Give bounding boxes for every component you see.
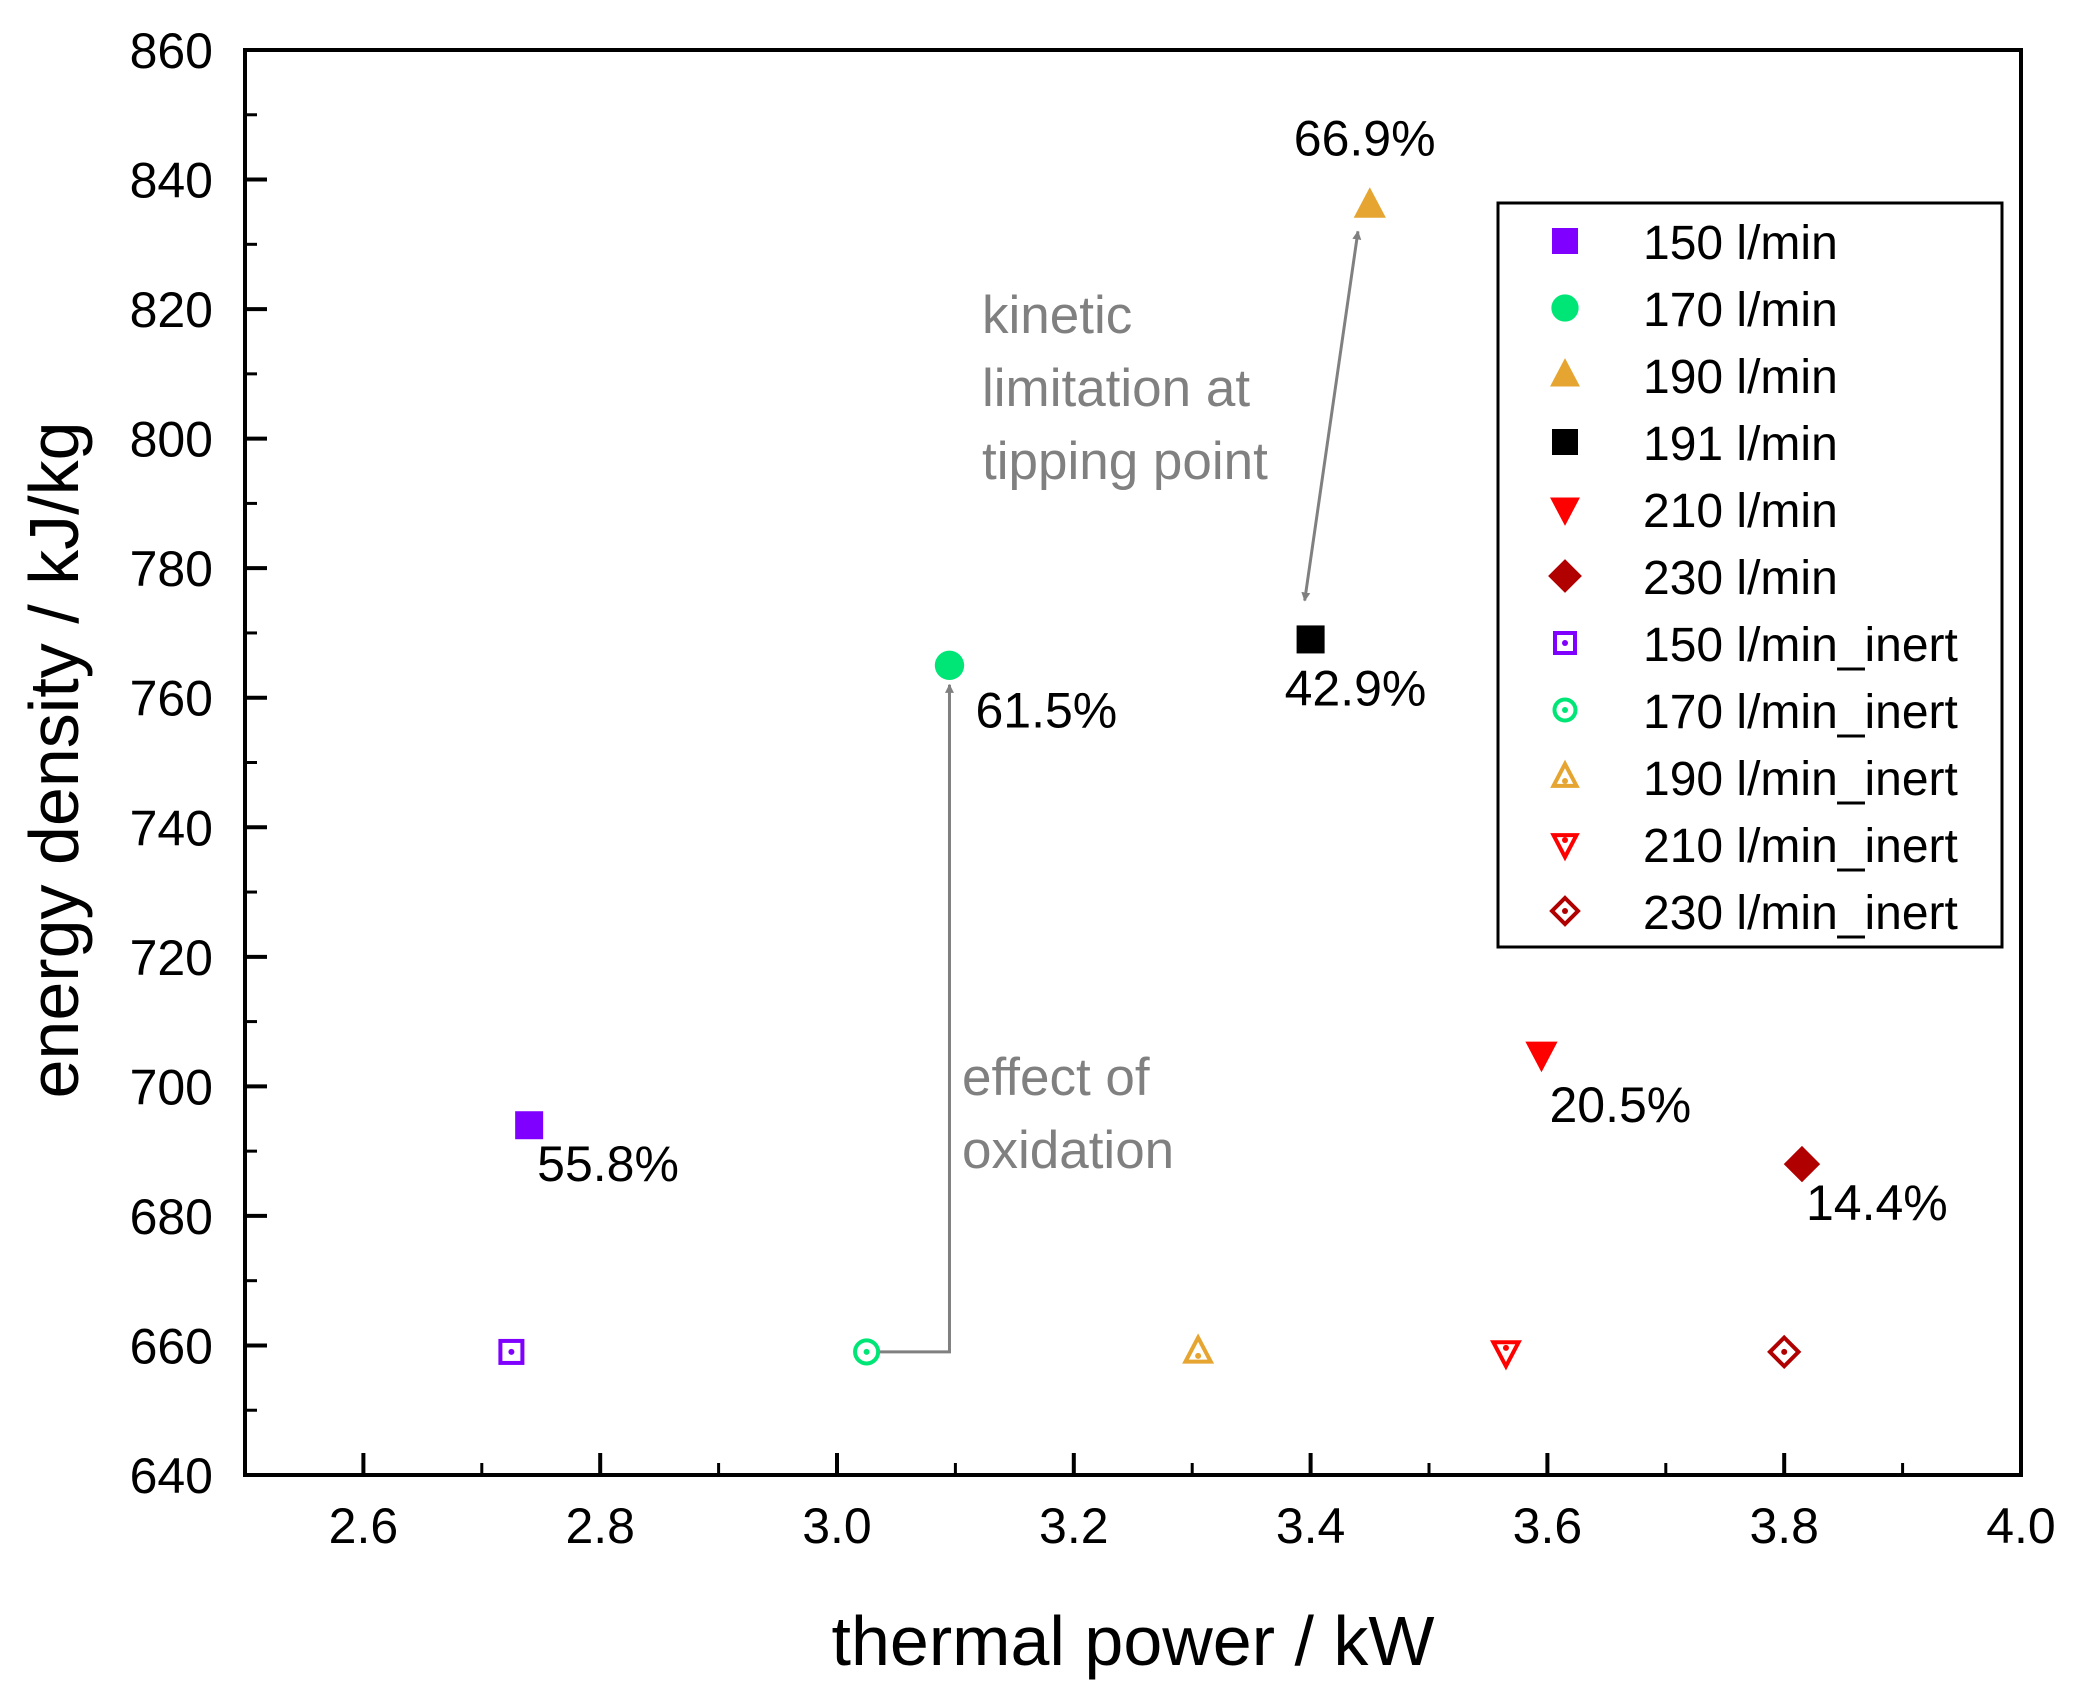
legend-marker-230-l-min-inert [1549, 895, 1581, 927]
legend-label-191-l-min: 191 l/min [1643, 418, 1838, 471]
data-point-190-l-min [1353, 187, 1386, 218]
x-tick-label: 4.0 [1986, 1498, 2056, 1554]
data-point-210-l-min [1525, 1041, 1558, 1073]
legend-box [1496, 201, 2004, 949]
legend-marker-190-l-min-inert-center-dot [1562, 778, 1568, 784]
x-axis-ticks: 2.6 2.8 3.0 3.2 3.4 3.6 3.8 4.0 [329, 1453, 2056, 1554]
y-tick-label: 860 [130, 23, 213, 79]
y-tick-label: 660 [130, 1318, 213, 1374]
data-points-layer [498, 187, 1821, 1371]
data-point-210-l-min-inert-center-dot [1502, 1344, 1509, 1351]
point-label-190-l-min: 66.9% [1294, 110, 1436, 166]
legend-label-150-l-min: 150 l/min [1643, 217, 1838, 270]
y-tick-label: 720 [130, 930, 213, 986]
x-tick-label: 3.6 [1513, 1498, 1583, 1554]
y-axis-label: energy density / kJ/kg [15, 422, 93, 1099]
point-label-170-l-min: 61.5% [975, 682, 1117, 738]
point-label-230-l-min: 14.4% [1806, 1175, 1948, 1231]
y-tick-label: 760 [130, 671, 213, 727]
data-point-230-l-min-inert-center-dot [1781, 1348, 1788, 1355]
point-labels-layer: 55.8% 61.5% 66.9% 42.9% 20.5% 14.4% [537, 110, 1948, 1231]
legend-marker-210-l-min-inert [1550, 833, 1580, 862]
legend-label-210-l-min-inert: 210 l/min_inert [1643, 820, 1958, 873]
legend-label-150-l-min-inert: 150 l/min_inert [1643, 619, 1958, 672]
kinetic-limitation-annotation: kinetic limitation at tipping point [982, 286, 1268, 491]
oxidation-arrow [878, 683, 954, 1354]
legend-marker-190-l-min [1550, 358, 1580, 387]
data-point-170-l-min-inert [853, 1338, 881, 1366]
data-point-190-l-min-inert [1182, 1333, 1215, 1364]
legend-label-230-l-min-inert: 230 l/min_inert [1643, 887, 1958, 940]
data-point-230-l-min [1783, 1145, 1821, 1183]
kinetic-annotation-line-1: kinetic [982, 286, 1132, 345]
data-point-150-l-min-inert [498, 1338, 525, 1365]
legend-label-170-l-min-inert: 170 l/min_inert [1643, 686, 1958, 739]
data-point-191-l-min [1296, 625, 1325, 654]
legend-label-210-l-min: 210 l/min [1643, 485, 1838, 538]
legend: 150 l/min 170 l/min 190 l/min 191 l/min 210 … [1496, 201, 2004, 949]
y-tick-label: 700 [130, 1059, 213, 1115]
legend-marker-230-l-min [1548, 559, 1582, 593]
data-point-170-l-min-inert-center-dot [863, 1348, 870, 1355]
y-tick-label: 640 [130, 1448, 213, 1504]
y-tick-label: 820 [130, 282, 213, 338]
x-tick-label: 2.8 [565, 1498, 635, 1554]
legend-marker-170-l-min-inert [1552, 697, 1578, 723]
x-tick-label: 3.8 [1749, 1498, 1819, 1554]
legend-marker-191-l-min [1552, 429, 1578, 455]
kinetic-annotation-line-3: tipping point [982, 432, 1268, 491]
data-point-190-l-min-inert-center-dot [1195, 1352, 1202, 1359]
x-tick-label: 3.0 [802, 1498, 872, 1554]
x-tick-label: 3.2 [1039, 1498, 1109, 1554]
point-label-150-l-min: 55.8% [537, 1136, 679, 1192]
legend-marker-230-l-min-inert-center-dot [1562, 908, 1568, 914]
x-tick-label: 2.6 [329, 1498, 399, 1554]
point-label-191-l-min: 42.9% [1285, 660, 1427, 716]
legend-marker-190-l-min-inert [1550, 759, 1580, 788]
legend-marker-150-l-min-inert-center-dot [1562, 640, 1568, 646]
legend-marker-170-l-min [1551, 294, 1579, 322]
oxidation-annotation-line-1: effect of [962, 1048, 1150, 1107]
kinetic-annotation-line-2: limitation at [982, 359, 1250, 418]
legend-label-230-l-min: 230 l/min [1643, 552, 1838, 605]
data-point-150-l-min-inert-center-dot [508, 1348, 515, 1355]
y-tick-label: 800 [130, 412, 213, 468]
y-tick-label: 680 [130, 1189, 213, 1245]
arrows-layer [878, 230, 1362, 1354]
x-tick-label: 3.4 [1276, 1498, 1346, 1554]
legend-label-190-l-min-inert: 190 l/min_inert [1643, 753, 1958, 806]
legend-label-190-l-min: 190 l/min [1643, 351, 1838, 404]
y-tick-label: 740 [130, 800, 213, 856]
legend-marker-170-l-min-inert-center-dot [1562, 707, 1568, 713]
data-point-150-l-min [515, 1111, 544, 1140]
legend-marker-150-l-min [1552, 228, 1578, 254]
legend-marker-210-l-min-inert-center-dot [1562, 837, 1568, 843]
data-point-170-l-min [934, 650, 965, 681]
legend-marker-150-l-min-inert [1553, 631, 1577, 655]
y-axis-ticks: 640 660 680 700 720 740 760 780 800 820 840 860 [130, 23, 267, 1504]
y-tick-label: 780 [130, 541, 213, 597]
oxidation-annotation: effect of oxidation [962, 1048, 1174, 1180]
data-point-210-l-min-inert [1489, 1340, 1522, 1371]
y-tick-label: 840 [130, 153, 213, 209]
legend-marker-210-l-min [1550, 497, 1580, 526]
kinetic-arrow [1301, 230, 1362, 602]
oxidation-annotation-line-2: oxidation [962, 1121, 1174, 1180]
point-label-210-l-min: 20.5% [1549, 1077, 1691, 1133]
x-axis-label: thermal power / kW [832, 1602, 1435, 1680]
legend-label-170-l-min: 170 l/min [1643, 284, 1838, 337]
data-point-230-l-min-inert [1767, 1334, 1802, 1370]
